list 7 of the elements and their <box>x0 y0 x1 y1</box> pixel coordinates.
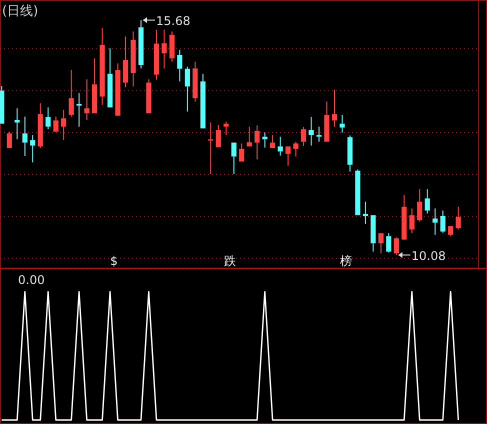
annotation: 榜 <box>340 254 352 268</box>
chart-title: (日线) <box>2 4 38 19</box>
annotation: $ <box>110 254 118 268</box>
annotation: 跌 <box>224 254 236 268</box>
annotation: 10.08 <box>411 249 446 263</box>
text: 0.00 <box>18 273 45 287</box>
annotation: 15.68 <box>156 14 190 28</box>
